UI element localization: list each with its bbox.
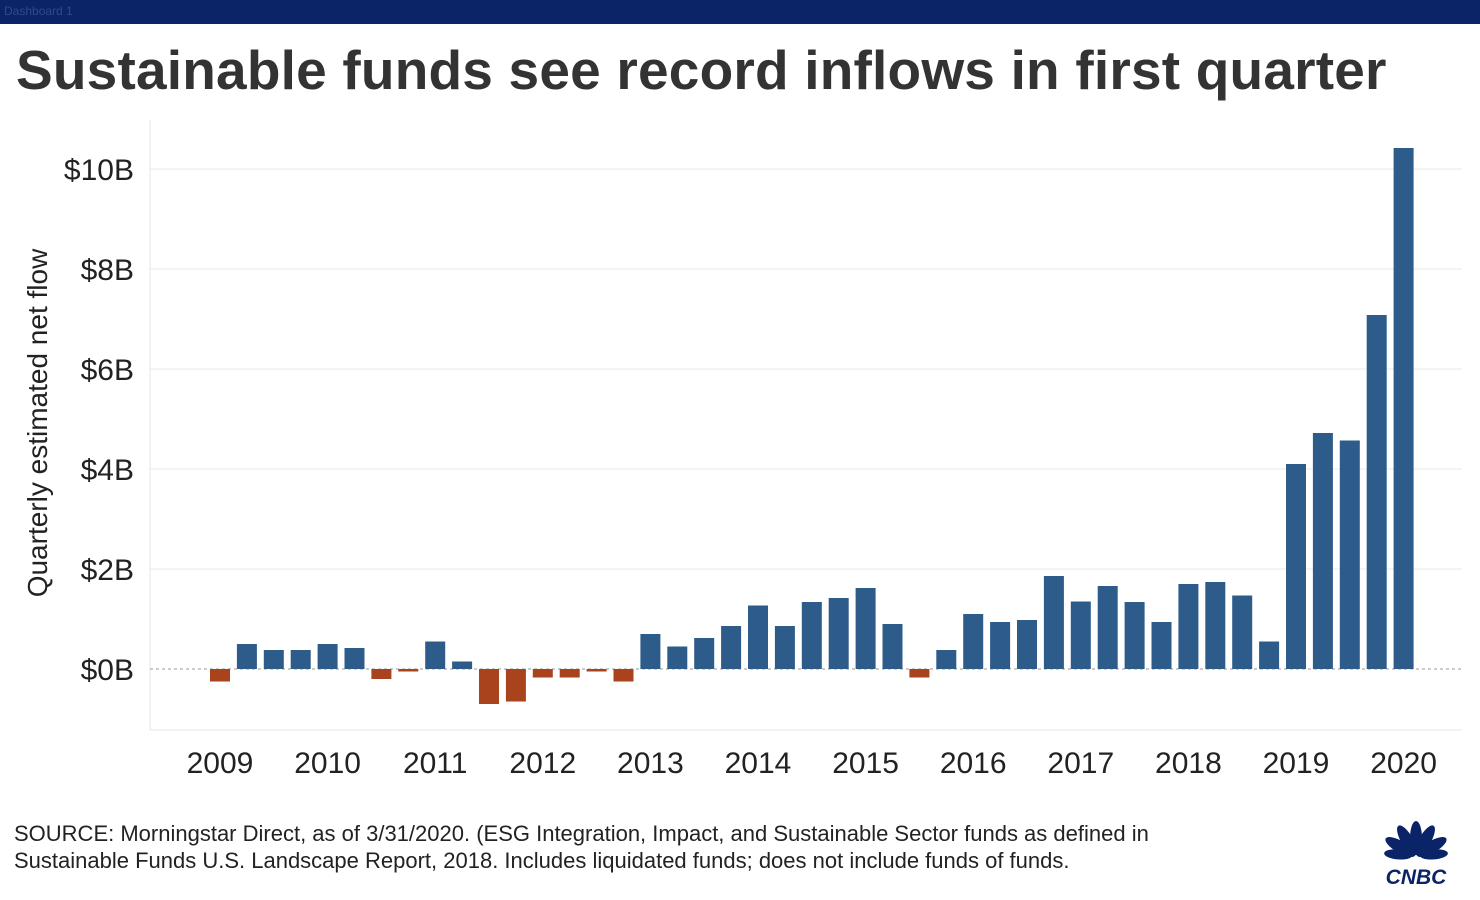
- bar: [344, 648, 365, 669]
- bar: [828, 598, 849, 669]
- bar: [909, 669, 930, 678]
- bar: [1259, 641, 1280, 669]
- bar: [1097, 586, 1118, 669]
- bar: [748, 605, 768, 669]
- bar: [1151, 622, 1172, 669]
- x-tick-label: 2015: [832, 747, 899, 780]
- bar: [721, 626, 742, 669]
- bar: [1178, 584, 1199, 669]
- bar: [210, 669, 230, 682]
- x-tick-label: 2016: [940, 747, 1007, 780]
- bar: [236, 644, 257, 669]
- source-line-2: Sustainable Funds U.S. Landscape Report,…: [14, 848, 1070, 873]
- y-tick-label: $8B: [81, 254, 134, 287]
- bar: [1070, 601, 1091, 669]
- bar: [936, 650, 957, 669]
- bar-chart: $0B $2B $4B $6B $8B $10B 2009 2010 2011 2012 2013 2…: [22, 120, 1462, 780]
- bar: [990, 622, 1011, 669]
- bar: [425, 641, 446, 669]
- dashboard-tab-label[interactable]: Dashboard 1: [4, 4, 73, 18]
- x-tick-label: 2012: [509, 747, 576, 780]
- bar: [371, 669, 392, 679]
- x-tick-label: 2019: [1263, 747, 1330, 780]
- source-note: SOURCE: Morningstar Direct, as of 3/31/2…: [14, 820, 1344, 874]
- bar: [613, 669, 634, 682]
- x-tick-label: 2011: [403, 747, 468, 780]
- x-tick-label: 2020: [1370, 747, 1437, 780]
- bar: [667, 646, 688, 669]
- bar: [1286, 464, 1306, 669]
- bar: [1312, 433, 1333, 669]
- bar: [1232, 595, 1253, 669]
- chart-title: Sustainable funds see record inflows in …: [16, 39, 1387, 101]
- bar: [398, 669, 419, 672]
- x-tick-label: 2013: [617, 747, 684, 780]
- y-axis-label: Quarterly estimated net flow: [22, 248, 53, 597]
- x-tick-label: 2018: [1155, 747, 1222, 780]
- x-tick-label: 2014: [725, 747, 792, 780]
- bar: [963, 614, 984, 669]
- bar: [1043, 576, 1064, 669]
- bar: [855, 588, 876, 669]
- bar: [586, 669, 607, 672]
- bar: [774, 626, 795, 669]
- bar: [1393, 148, 1414, 669]
- bar: [882, 624, 903, 669]
- bar: [559, 669, 580, 678]
- bar: [1205, 582, 1226, 669]
- source-line-1: SOURCE: Morningstar Direct, as of 3/31/2…: [14, 821, 1149, 846]
- bar: [505, 669, 526, 702]
- bar: [452, 661, 473, 669]
- bar: [290, 650, 311, 669]
- bar: [479, 669, 499, 704]
- bars: [210, 148, 1414, 704]
- y-tick-label: $10B: [64, 154, 134, 187]
- cnbc-peacock-logo: CNBC: [1384, 821, 1448, 886]
- x-tick-label: 2010: [294, 747, 361, 780]
- bar: [694, 638, 715, 669]
- bar: [532, 669, 553, 678]
- bar: [263, 650, 284, 669]
- cnbc-logo-text: CNBC: [1386, 866, 1447, 886]
- bar: [1017, 620, 1037, 669]
- bar: [801, 602, 822, 669]
- y-tick-label: $6B: [81, 354, 134, 387]
- x-tick-label: 2017: [1047, 747, 1114, 780]
- bar: [1124, 602, 1145, 669]
- dashboard-top-bar: Dashboard 1: [0, 0, 1480, 24]
- x-tick-label: 2009: [187, 747, 254, 780]
- bar: [1366, 315, 1387, 669]
- bar: [640, 634, 661, 669]
- bar: [317, 644, 338, 669]
- y-tick-label: $0B: [81, 654, 134, 687]
- y-tick-label: $4B: [81, 454, 134, 487]
- axes: $0B $2B $4B $6B $8B $10B 2009 2010 2011 2012 2013 2…: [64, 154, 1437, 780]
- y-tick-label: $2B: [81, 554, 134, 587]
- bar: [1339, 440, 1360, 669]
